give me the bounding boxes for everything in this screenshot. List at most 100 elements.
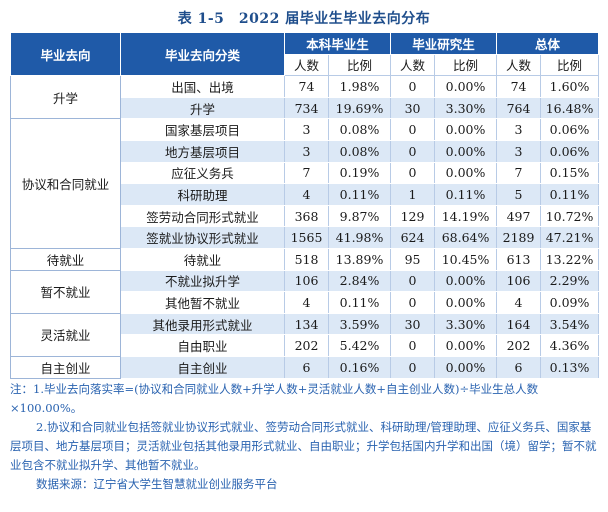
value-cell-ur: 0.16% (327, 355, 392, 379)
value-cell-p: 624 (390, 226, 436, 249)
header-row-2: 人数 比例 人数 比例 人数 比例 (11, 53, 600, 77)
category-cell: 待就业 (120, 247, 285, 271)
destination-group-cell: 待就业 (10, 247, 121, 271)
value-cell-t: 764 (496, 96, 542, 120)
table-row: 科研助理 4 0.11% 1 0.11% 5 0.11% (11, 183, 600, 206)
value-cell-ur: 0.19% (327, 161, 392, 185)
value-cell-u: 4 (284, 291, 329, 314)
header-total: 总体 (496, 32, 600, 55)
value-cell-p: 95 (390, 247, 436, 271)
table-title: 表 1-5 2022 届毕业生毕业去向分布 (177, 11, 431, 27)
value-cell-tr: 13.22% (540, 247, 600, 271)
value-cell-pr: 10.45% (434, 247, 498, 271)
value-cell-ur: 19.69% (327, 96, 392, 120)
value-cell-ur: 0.11% (327, 291, 392, 314)
table-row: 待就业 待就业 518 13.89% 95 10.45% 613 13.22% (10, 247, 600, 271)
value-cell-tr: 3.54% (540, 312, 600, 336)
category-cell: 其他录用形式就业 (120, 312, 285, 336)
table-row: 签就业协议形式就业 1565 41.98% 624 68.64% 2189 47.21% (11, 226, 600, 249)
value-cell-ur: 41.98% (327, 226, 392, 249)
value-cell-p: 0 (390, 118, 436, 141)
header-count: 人数 (284, 53, 329, 77)
value-cell-ur: 5.42% (327, 334, 392, 357)
value-cell-ur: 9.87% (327, 204, 392, 228)
note-1: 注：1.毕业去向落实率=(协议和合同就业人数+升学人数+灵活就业人数+自主创业人… (10, 382, 539, 415)
header-category: 毕业去向分类 (120, 31, 285, 77)
value-cell-p: 0 (390, 161, 436, 185)
table-row: 灵活就业 其他录用形式就业 134 3.59% 30 3.30% 164 3.54% (10, 312, 600, 357)
category-cell: 签就业协议形式就业 (120, 226, 285, 249)
value-cell-tr: 47.21% (540, 226, 600, 249)
value-cell-pr: 0.11% (434, 183, 498, 206)
value-cell-u: 4 (284, 183, 329, 206)
value-cell-tr: 0.11% (540, 183, 600, 206)
value-cell-pr: 3.30% (434, 96, 498, 120)
value-cell-ur: 0.08% (327, 139, 392, 163)
category-cell: 升学 (120, 96, 285, 120)
header-undergrad: 本科毕业生 (283, 32, 392, 55)
value-cell-pr: 0.00% (434, 118, 498, 141)
table-row: 自由职业 202 5.42% 0 0.00% 202 4.36% (11, 334, 600, 357)
value-cell-tr: 10.72% (540, 204, 600, 228)
value-cell-t: 2189 (496, 226, 542, 249)
value-cell-u: 7 (284, 161, 329, 185)
table-row: 应征义务兵 7 0.19% 0 0.00% 7 0.15% (11, 161, 600, 185)
category-cell: 签劳动合同形式就业 (120, 204, 285, 228)
value-cell-ur: 1.98% (327, 75, 392, 98)
destination-group-cell: 灵活就业 (10, 312, 121, 357)
destination-group-cell: 暂不就业 (10, 269, 121, 314)
value-cell-pr: 0.00% (434, 269, 498, 293)
header-ratio: 比例 (540, 53, 600, 77)
value-cell-tr: 16.48% (540, 96, 600, 120)
value-cell-t: 3 (496, 139, 542, 163)
value-cell-tr: 1.60% (540, 75, 600, 98)
value-cell-t: 5 (496, 183, 542, 206)
notes: 注：1.毕业去向落实率=(协议和合同就业人数+升学人数+灵活就业人数+自主创业人… (10, 380, 602, 494)
value-cell-p: 0 (390, 139, 436, 163)
table-row: 地方基层项目 3 0.08% 0 0.00% 3 0.06% (11, 139, 600, 163)
category-cell: 出国、出境 (120, 75, 285, 98)
value-cell-tr: 0.06% (540, 118, 600, 141)
value-cell-t: 164 (496, 312, 542, 336)
category-cell: 应征义务兵 (120, 161, 285, 185)
category-cell: 自主创业 (120, 355, 285, 379)
value-cell-u: 3 (284, 139, 329, 163)
data-source: 数据来源：辽宁省大学生智慧就业创业服务平台 (36, 477, 278, 491)
value-cell-t: 7 (496, 161, 542, 185)
table-row: 自主创业 自主创业 6 0.16% 0 0.00% 6 0.13% (10, 355, 600, 379)
value-cell-p: 30 (390, 96, 436, 120)
header-row-1: 毕业去向 毕业去向分类 本科毕业生 毕业研究生 总体 (10, 31, 600, 77)
table-row: 协议和合同就业 国家基层项目 3 0.08% 0 0.00% 3 0.06% (10, 118, 600, 249)
header-ratio: 比例 (327, 53, 392, 77)
value-cell-t: 497 (496, 204, 542, 228)
value-cell-p: 30 (390, 312, 436, 336)
destination-table: 毕业去向 毕业去向分类 本科毕业生 毕业研究生 总体 人数 比例 人数 比例 人… (10, 31, 600, 379)
value-cell-t: 106 (496, 269, 542, 293)
value-cell-pr: 3.30% (434, 312, 498, 336)
header-destination: 毕业去向 (10, 31, 121, 77)
value-cell-p: 1 (390, 183, 436, 206)
value-cell-ur: 0.08% (327, 118, 392, 141)
table-row: 升学 734 19.69% 30 3.30% 764 16.48% (11, 96, 600, 120)
category-cell: 国家基层项目 (120, 118, 285, 141)
value-cell-u: 134 (284, 312, 329, 336)
value-cell-tr: 0.06% (540, 139, 600, 163)
header-count: 人数 (390, 53, 436, 77)
category-cell: 其他暂不就业 (120, 291, 285, 314)
table-body: 升学 出国、出境 74 1.98% 0 0.00% 74 1.60% 升学 734 19.69% 30… (10, 75, 600, 379)
value-cell-ur: 3.59% (327, 312, 392, 336)
value-cell-tr: 0.15% (540, 161, 600, 185)
category-cell: 不就业拟升学 (120, 269, 285, 293)
value-cell-pr: 14.19% (434, 204, 498, 228)
value-cell-tr: 0.09% (540, 291, 600, 314)
table-row: 升学 出国、出境 74 1.98% 0 0.00% 74 1.60% (10, 75, 600, 120)
note-2: 2.协议和合同就业包括签就业协议形式就业、签劳动合同形式就业、科研助理/管理助理… (10, 420, 597, 472)
value-cell-pr: 0.00% (434, 161, 498, 185)
value-cell-u: 518 (284, 247, 329, 271)
value-cell-t: 74 (496, 75, 542, 98)
value-cell-tr: 4.36% (540, 334, 600, 357)
value-cell-p: 129 (390, 204, 436, 228)
value-cell-t: 4 (496, 291, 542, 314)
value-cell-tr: 0.13% (540, 355, 600, 379)
